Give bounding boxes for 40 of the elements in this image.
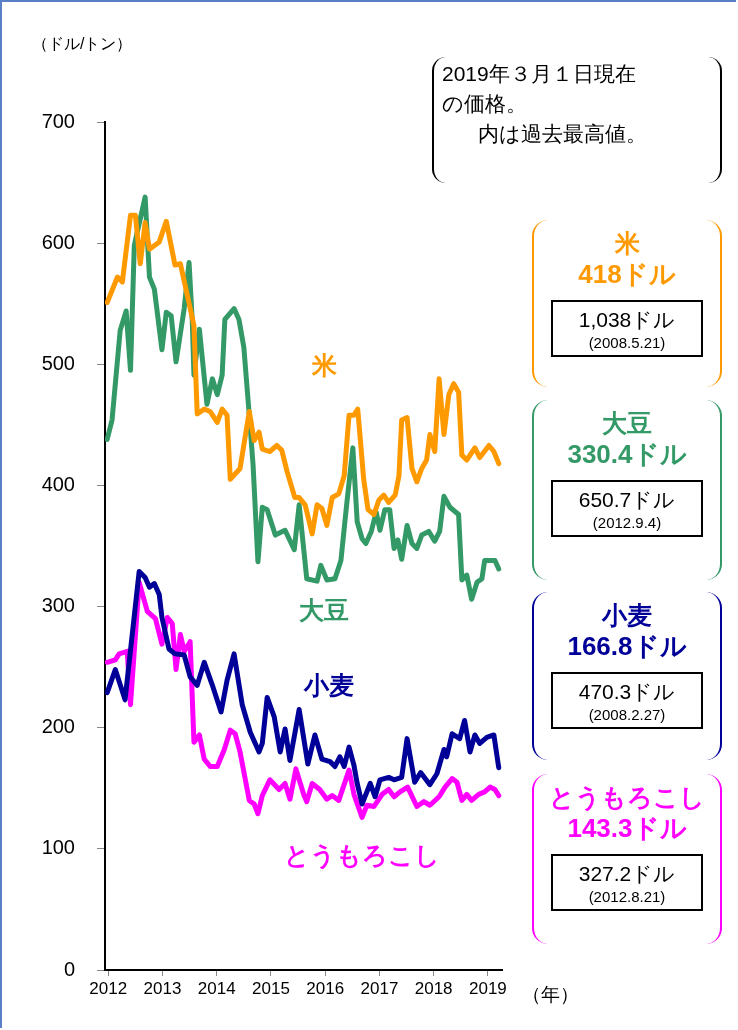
text: 330.4ドル: [566, 438, 688, 470]
x-tick-label: 2018: [414, 978, 453, 998]
text: 166.8ドル: [566, 630, 688, 662]
series-label: 大豆: [299, 596, 350, 625]
text: 2019年３月１日現在の価格。: [442, 61, 637, 117]
text: (2012.8.21): [587, 888, 667, 905]
text: 143.3ドル: [566, 812, 688, 844]
y-tick-label: 700: [41, 109, 75, 132]
text: (2012.9.4): [591, 514, 663, 531]
x-tick-label: 2019: [468, 978, 507, 998]
x-tick-label: 2012: [89, 978, 128, 998]
text: 327.2ドル: [577, 861, 677, 887]
y-tick-label: 400: [41, 472, 75, 495]
text: (2008.5.21): [587, 334, 667, 351]
y-axis-title: （ドル/トン）: [32, 34, 133, 54]
y-tick-label: 600: [41, 230, 75, 253]
x-axis-title: （年）: [522, 983, 579, 1007]
series-label: とうもろこし: [283, 841, 440, 871]
text: (2008.2.27): [587, 706, 667, 723]
text: 米: [614, 229, 640, 257]
x-tick-label: 2014: [197, 978, 236, 998]
text: 418ドル: [577, 258, 677, 290]
x-tick-label: 2017: [360, 978, 399, 998]
text: 470.3ドル: [577, 679, 677, 705]
y-tick-label: 0: [63, 957, 75, 980]
text: 大豆: [602, 409, 652, 437]
text: 1,038ドル: [577, 307, 677, 333]
x-tick-label: 2016: [306, 978, 345, 998]
y-tick-label: 300: [41, 594, 75, 617]
series-label: 小麦: [302, 670, 354, 699]
annotation: 内は過去最高値。: [477, 121, 648, 147]
y-tick-label: 500: [41, 351, 75, 374]
y-tick-label: 200: [41, 715, 75, 738]
series-label: 米: [311, 350, 338, 379]
text: 650.7ドル: [577, 487, 677, 513]
y-tick-label: 100: [41, 836, 75, 859]
x-tick-label: 2015: [252, 978, 290, 998]
text: とうもろこし: [549, 783, 705, 811]
text: 小麦: [602, 601, 652, 629]
x-tick-label: 2013: [143, 978, 182, 998]
